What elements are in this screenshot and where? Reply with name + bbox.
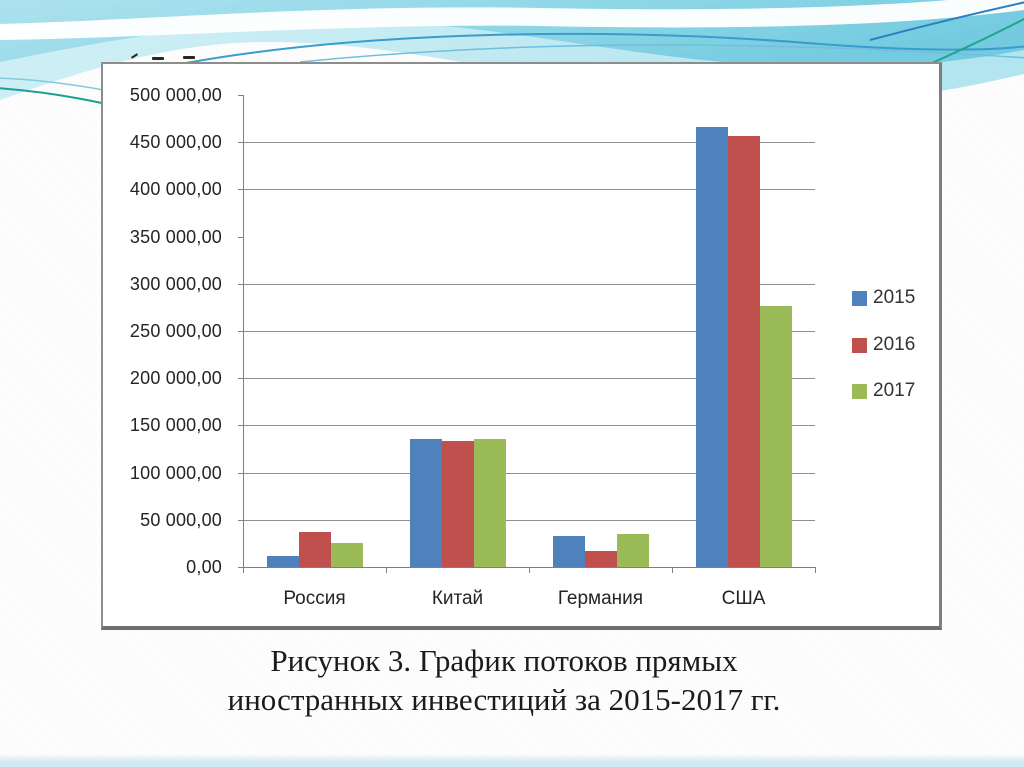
bar-2017-0	[331, 543, 363, 567]
gridline	[243, 331, 815, 332]
bottom-wave-decoration	[0, 754, 1024, 767]
gridline	[243, 473, 815, 474]
y-axis-tick	[238, 142, 243, 143]
caption-line-1: Рисунок 3. График потоков прямых	[270, 643, 738, 678]
accent-arc-dark	[185, 32, 1024, 64]
bar-2016-2	[585, 551, 617, 567]
y-axis-label: 500 000,00	[129, 85, 222, 105]
y-axis-label: 300 000,00	[129, 274, 222, 294]
legend-label: 2016	[873, 334, 916, 355]
legend-swatch-2017	[852, 384, 867, 399]
chart-frame[interactable]: 0,00 50 000,00 100 000,00 150 000,00 200 000…	[101, 62, 942, 630]
bar-2015-0	[267, 556, 299, 567]
bar-2015-1	[410, 439, 442, 567]
y-axis-line	[243, 95, 244, 567]
bar-2016-1	[442, 441, 474, 567]
legend-label: 2015	[873, 287, 916, 308]
bar-2017-1	[474, 439, 506, 567]
gridline	[243, 284, 815, 285]
legend-item: 2016	[852, 335, 942, 355]
bar-2015-2	[553, 536, 585, 567]
artifact-mark	[152, 57, 164, 60]
y-axis-label: 350 000,00	[129, 227, 222, 247]
x-axis-label: Россия	[283, 588, 346, 609]
bar-2016-3	[728, 136, 760, 567]
y-axis-tick	[238, 284, 243, 285]
gridline	[243, 520, 815, 521]
x-axis-label: США	[721, 588, 766, 609]
y-axis-tick	[238, 520, 243, 521]
x-axis-tick	[815, 567, 816, 573]
y-axis-tick	[238, 567, 243, 568]
y-axis-tick	[238, 237, 243, 238]
artifact-mark	[131, 53, 138, 59]
gridline	[243, 189, 815, 190]
plot-area: 0,00 50 000,00 100 000,00 150 000,00 200 000…	[103, 64, 939, 626]
accent-diagonal-blue	[869, 1, 1024, 41]
gridline	[243, 142, 815, 143]
y-axis-label: 0,00	[186, 557, 222, 577]
y-axis-label: 200 000,00	[129, 368, 222, 388]
gridline	[243, 425, 815, 426]
x-axis-tick	[243, 567, 244, 573]
bar-2017-2	[617, 534, 649, 567]
legend-swatch-2015	[852, 291, 867, 306]
y-axis-label: 400 000,00	[129, 179, 222, 199]
y-axis-label: 450 000,00	[129, 132, 222, 152]
y-axis-label: 150 000,00	[129, 415, 222, 435]
x-axis-tick	[386, 567, 387, 573]
legend-item: 2017	[852, 381, 942, 401]
white-swoosh	[0, 0, 1024, 40]
y-axis-label: 250 000,00	[129, 321, 222, 341]
x-axis-tick	[672, 567, 673, 573]
legend-swatch-2016	[852, 338, 867, 353]
accent-arc-light	[299, 44, 1024, 63]
gridline	[243, 378, 815, 379]
y-axis-tick	[238, 95, 243, 96]
bar-2015-3	[696, 127, 728, 567]
x-axis-label: Германия	[557, 588, 644, 609]
bar-2017-3	[760, 306, 792, 567]
y-axis-tick	[238, 331, 243, 332]
legend-label: 2017	[873, 380, 916, 401]
legend-item: 2015	[852, 288, 942, 308]
artifact-mark	[183, 56, 195, 59]
caption-line-2: иностранных инвестиций за 2015-2017 гг.	[227, 682, 781, 717]
bar-2016-0	[299, 532, 331, 567]
y-axis-tick	[238, 473, 243, 474]
y-axis-tick	[238, 378, 243, 379]
x-axis-label: Китай	[431, 588, 484, 609]
x-axis-tick	[529, 567, 530, 573]
y-axis-label: 50 000,00	[140, 510, 222, 530]
y-axis-label: 100 000,00	[129, 463, 222, 483]
y-axis-tick	[238, 425, 243, 426]
caption-textbox[interactable]: Рисунок 3. График потоков прямых иностра…	[0, 641, 1016, 719]
y-axis-tick	[238, 189, 243, 190]
